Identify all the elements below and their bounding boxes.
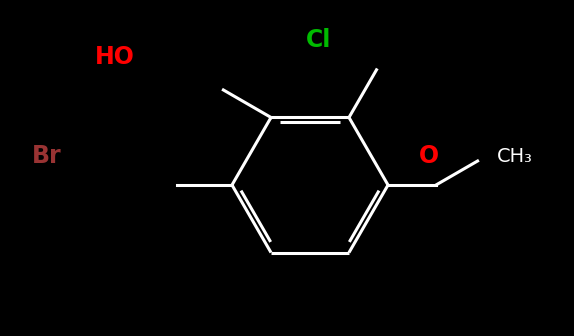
Text: O: O <box>419 144 439 168</box>
Text: Cl: Cl <box>306 28 331 52</box>
Text: HO: HO <box>95 45 135 69</box>
Text: CH₃: CH₃ <box>497 147 533 166</box>
Text: Br: Br <box>32 144 61 168</box>
